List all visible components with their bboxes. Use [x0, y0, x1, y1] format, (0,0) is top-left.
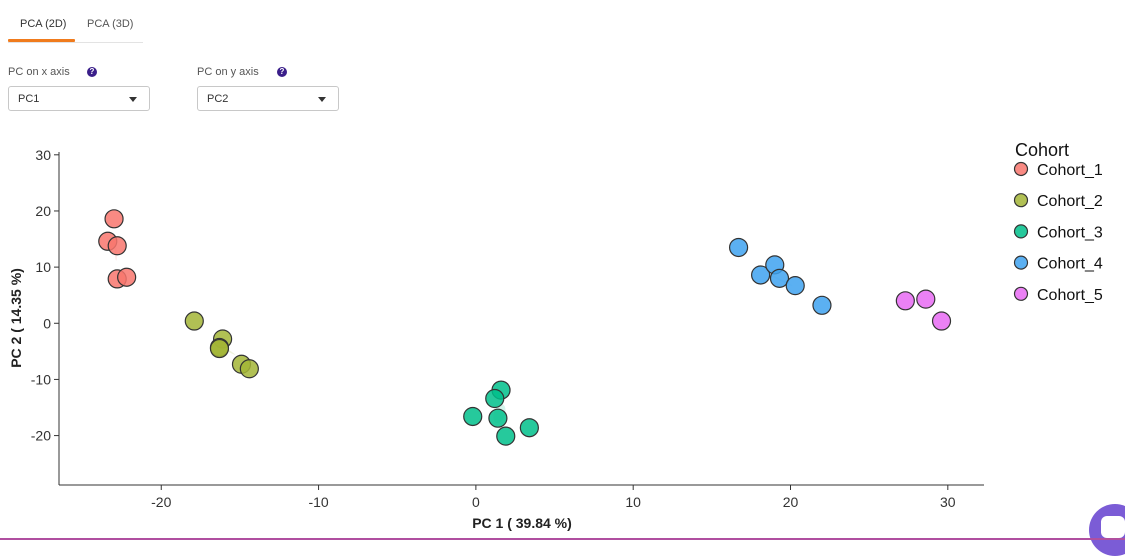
data-point-cohort-4[interactable] [751, 265, 771, 285]
data-point-cohort-3[interactable] [496, 426, 516, 446]
y-tick-label: 20 [35, 203, 51, 219]
y-tick-label: 30 [35, 147, 51, 163]
y-tick-label: -20 [31, 428, 51, 444]
x-tick-label: 0 [472, 494, 480, 510]
data-point-cohort-4[interactable] [812, 295, 832, 315]
legend-item-label[interactable]: Cohort_4 [1037, 256, 1103, 273]
y-axis-pc-value: PC2 [207, 93, 229, 105]
legend-title: Cohort [1015, 140, 1069, 160]
legend-swatch [1013, 255, 1029, 270]
y-tick-label: 0 [43, 315, 51, 331]
y-tick-label: 10 [35, 259, 51, 275]
x-tick-label: 20 [783, 494, 799, 510]
chat-icon [1101, 516, 1125, 538]
pca-scatter-chart: -20 -10 0 10 20 30 -20 -10 0 10 20 30 Cohort_1 Cohor… [8, 140, 1103, 531]
x-tick-label: 30 [940, 494, 956, 510]
data-point-cohort-2[interactable] [239, 359, 259, 379]
data-point-cohort-2[interactable] [209, 338, 230, 359]
legend-swatch [1013, 224, 1029, 239]
tab-bar: PCA (2D) PCA (3D) [8, 0, 143, 43]
y-tick-label: -10 [31, 371, 51, 387]
x-tick-label: 10 [625, 494, 641, 510]
tab-pca-2d[interactable]: PCA (2D) [20, 18, 67, 30]
x-axis-pc-value: PC1 [18, 93, 40, 105]
data-point-cohort-4[interactable] [769, 268, 790, 288]
legend-item-label[interactable]: Cohort_2 [1037, 193, 1103, 210]
data-point-cohort-4[interactable] [785, 276, 805, 296]
page-bottom-border [0, 538, 1125, 540]
data-point-cohort-5[interactable] [931, 311, 952, 331]
data-point-cohort-2[interactable] [184, 311, 204, 331]
data-point-cohort-3[interactable] [488, 408, 508, 428]
y-axis-pc-select[interactable]: PC2 [197, 86, 339, 111]
x-axis-pc-select[interactable]: PC1 [8, 86, 150, 111]
data-point-cohort-1[interactable] [117, 267, 137, 287]
question-icon[interactable]: ? [277, 67, 287, 77]
legend-swatch [1013, 193, 1029, 208]
data-point-cohort-3[interactable] [519, 418, 539, 438]
x-tick-label: -20 [151, 494, 171, 510]
tab-pca-3d[interactable]: PCA (3D) [87, 18, 134, 30]
x-tick-label: -10 [308, 494, 328, 510]
data-point-cohort-3[interactable] [485, 388, 505, 409]
data-point-cohort-1[interactable] [104, 209, 124, 229]
data-point-cohort-5[interactable] [916, 289, 936, 309]
y-axis-selector-label: PC on y axis [197, 66, 259, 78]
active-tab-indicator [8, 39, 75, 42]
data-point-cohort-4[interactable] [728, 237, 749, 258]
caret-down-icon [129, 97, 137, 102]
data-point-cohort-3[interactable] [463, 406, 483, 427]
question-icon[interactable]: ? [87, 67, 97, 77]
legend-item-label[interactable]: Cohort_5 [1037, 287, 1103, 304]
data-point-cohort-5[interactable] [895, 291, 915, 311]
legend-item-label[interactable]: Cohort_3 [1037, 224, 1103, 241]
caret-down-icon [318, 97, 326, 102]
x-axis-selector-label: PC on x axis [8, 66, 70, 78]
legend-swatch [1013, 286, 1029, 301]
y-axis-title: PC 2 ( 14.35 %) [8, 268, 24, 368]
legend-swatch [1013, 161, 1029, 177]
x-axis-title: PC 1 ( 39.84 %) [472, 515, 572, 531]
legend-item-label[interactable]: Cohort_1 [1037, 162, 1103, 179]
data-point-cohort-1[interactable] [107, 236, 127, 256]
